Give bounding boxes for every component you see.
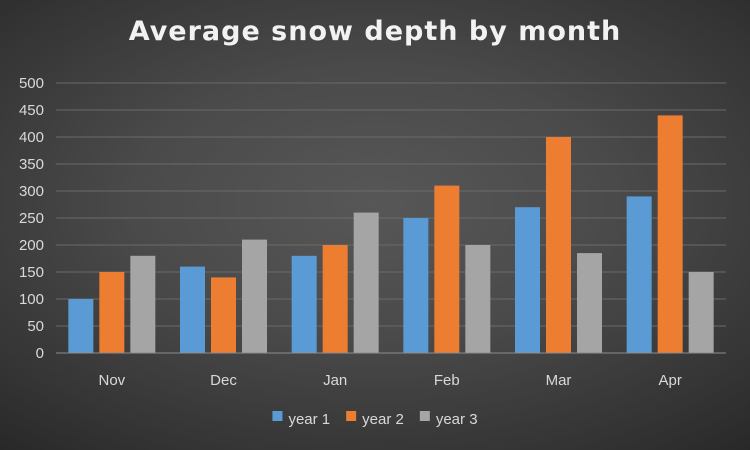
x-tick-label-nov: Nov [98, 372, 125, 389]
bar-jan-year-2 [322, 245, 348, 353]
bar-dec-year-2 [211, 277, 236, 353]
bars [68, 115, 714, 354]
y-tick-label: 450 [19, 102, 44, 119]
bar-feb-year-2 [434, 185, 460, 353]
legend[interactable]: year 1 year 2 year 3 [272, 411, 478, 428]
bar-apr-year-1 [626, 196, 652, 353]
legend-item-year-3[interactable]: year 3 [419, 411, 478, 428]
x-tick-label-feb: Feb [434, 372, 460, 389]
legend-swatch [346, 411, 357, 421]
legend-label: year 2 [362, 411, 404, 428]
chart-title: Average snow depth by month [128, 16, 622, 47]
bar-mar-year-3 [577, 253, 602, 353]
legend-label: year 3 [436, 411, 478, 428]
y-tick-label: 250 [19, 210, 44, 227]
bar-apr-year-3 [688, 272, 714, 353]
bar-mar-year-1 [515, 207, 540, 353]
bar-mar-year-2 [546, 137, 571, 353]
bar-nov-year-1 [68, 299, 94, 353]
bar-jan-year-3 [353, 212, 379, 353]
y-tick-label: 0 [36, 345, 44, 362]
legend-item-year-2[interactable]: year 2 [346, 411, 404, 428]
bar-jan-year-1 [291, 255, 317, 353]
y-tick-label: 200 [19, 237, 44, 254]
bar-feb-year-3 [465, 245, 491, 353]
x-tick-label-mar: Mar [546, 372, 572, 389]
legend-label: year 1 [288, 411, 330, 428]
bar-nov-year-3 [130, 255, 156, 353]
x-axis-labels: Nov Dec Jan Feb Mar Apr [98, 372, 681, 389]
bar-feb-year-1 [403, 218, 429, 353]
bar-nov-year-2 [99, 272, 125, 353]
bar-dec-year-3 [242, 239, 267, 353]
x-tick-label-apr: Apr [658, 372, 681, 389]
legend-item-year-1[interactable]: year 1 [272, 411, 330, 428]
x-tick-label-dec: Dec [210, 372, 237, 389]
legend-swatch [272, 411, 283, 421]
y-tick-label: 150 [19, 264, 44, 281]
x-tick-label-jan: Jan [323, 372, 347, 389]
bar-apr-year-2 [657, 115, 683, 354]
legend-swatch [419, 411, 430, 421]
y-tick-label: 50 [27, 318, 44, 335]
y-axis-ticks: 0 50 100 150 200 250 300 350 400 450 500 [19, 75, 44, 362]
y-tick-label: 350 [19, 156, 44, 173]
y-tick-label: 500 [19, 75, 44, 92]
y-tick-label: 300 [19, 183, 44, 200]
y-tick-label: 400 [19, 129, 44, 146]
bar-dec-year-1 [180, 266, 205, 353]
y-tick-label: 100 [19, 291, 44, 308]
gridlines [56, 82, 726, 327]
